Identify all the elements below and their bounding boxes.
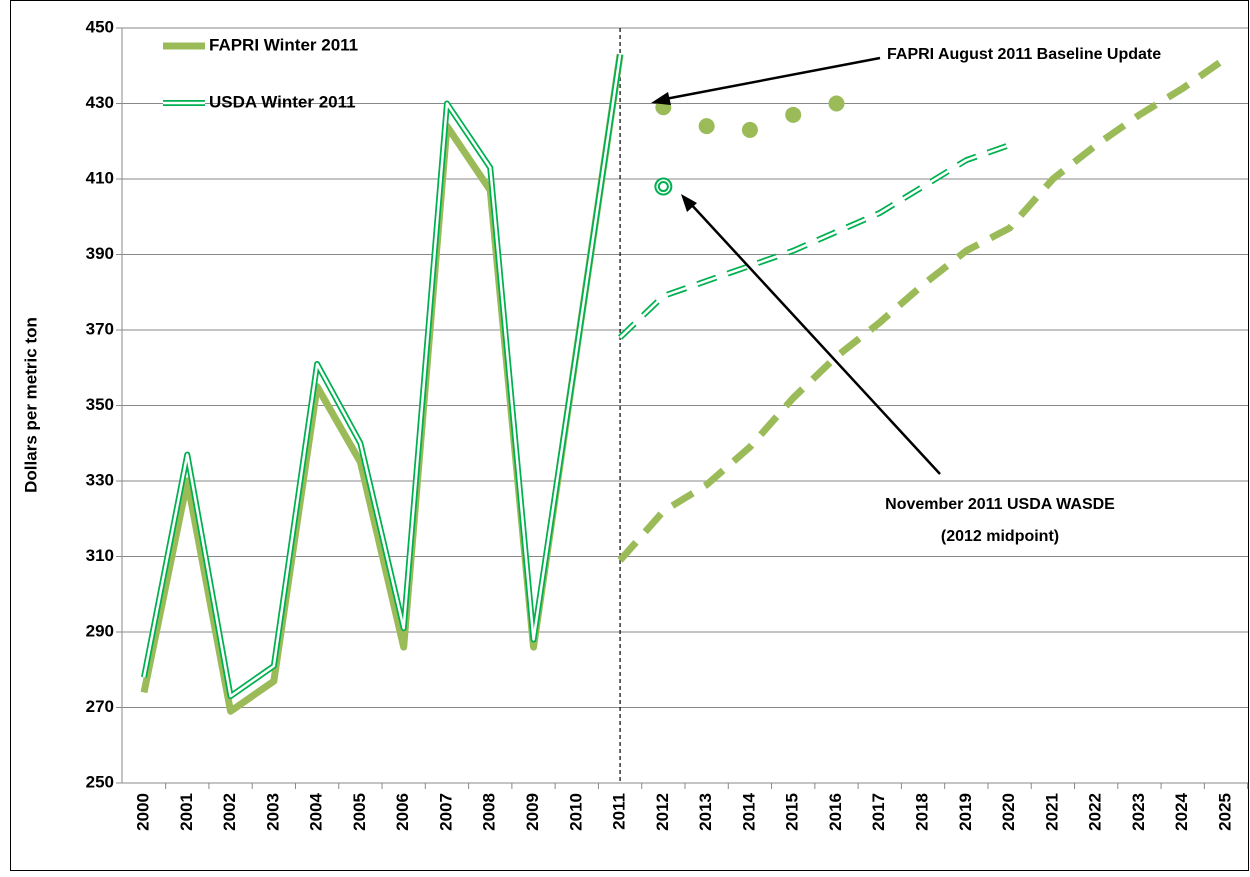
x-tick-label: 2023 (1129, 793, 1148, 831)
y-axis-label: Dollars per metric ton (21, 317, 40, 493)
point-marker (785, 106, 802, 123)
annotation-arrow (688, 201, 941, 475)
y-tick-label: 370 (86, 319, 114, 338)
legend-label: USDA Winter 2011 (209, 92, 356, 111)
x-tick-label: 2005 (350, 793, 369, 831)
point-marker (698, 118, 715, 135)
point-marker-inner (657, 181, 669, 193)
point-marker (741, 121, 758, 138)
chart-border (10, 0, 1249, 871)
series-line (618, 142, 1011, 340)
series-line (141, 53, 624, 700)
x-tick-label: 2002 (220, 793, 239, 831)
x-tick-label: 2022 (1086, 793, 1105, 831)
x-tick-label: 2025 (1215, 793, 1234, 831)
x-tick-label: 2015 (783, 793, 802, 831)
series-line (617, 55, 1229, 563)
x-tick-label: 2007 (436, 793, 455, 831)
y-tick-label: 290 (86, 621, 114, 640)
x-tick-label: 2021 (1042, 793, 1061, 831)
point-marker (828, 95, 845, 112)
x-tick-label: 2012 (653, 793, 672, 831)
series-line-inner (619, 143, 1011, 339)
x-tick-label: 2011 (610, 793, 629, 830)
x-tick-label: 2013 (696, 793, 715, 831)
x-tick-label: 2006 (393, 793, 412, 831)
x-tick-label: 2019 (956, 793, 975, 831)
x-tick-label: 2008 (480, 793, 499, 831)
x-tick-label: 2003 (263, 793, 282, 831)
arrowhead (651, 92, 671, 105)
y-tick-label: 310 (86, 546, 114, 565)
x-tick-label: 2024 (1172, 792, 1191, 830)
x-tick-label: 2001 (177, 793, 196, 831)
series-line-inner (142, 54, 622, 698)
x-tick-label: 2018 (913, 793, 932, 831)
annotation-arrow (659, 56, 881, 102)
arrowhead (681, 194, 697, 212)
x-tick-label: 2004 (307, 792, 326, 830)
y-tick-label: 350 (86, 395, 114, 414)
x-tick-label: 2014 (739, 792, 758, 830)
y-tick-label: 390 (86, 244, 114, 263)
annotation: (2012 midpoint) (941, 528, 1059, 545)
y-tick-label: 430 (86, 93, 114, 112)
x-tick-label: 2020 (999, 793, 1018, 831)
legend-label: FAPRI Winter 2011 (209, 35, 358, 54)
annotation: FAPRI August 2011 Baseline Update (887, 46, 1161, 63)
x-tick-label: 2009 (523, 793, 542, 831)
x-tick-label: 2016 (826, 793, 845, 831)
y-tick-label: 250 (86, 772, 114, 791)
y-tick-label: 450 (86, 17, 114, 36)
x-tick-label: 2017 (869, 793, 888, 831)
x-tick-label: 2010 (566, 793, 585, 831)
y-tick-label: 410 (86, 168, 114, 187)
annotation: November 2011 USDA WASDE (885, 496, 1115, 513)
point-marker (654, 177, 673, 196)
y-tick-label: 330 (86, 470, 114, 489)
x-tick-label: 2000 (133, 793, 152, 831)
y-tick-label: 270 (86, 697, 114, 716)
